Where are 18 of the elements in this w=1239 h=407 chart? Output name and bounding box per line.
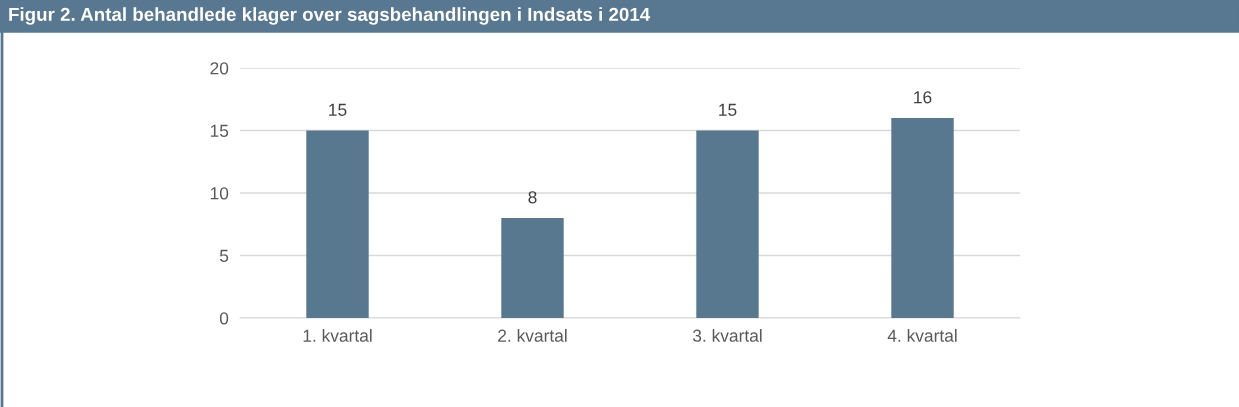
y-tick-label: 5 — [219, 249, 229, 262]
bar — [501, 218, 564, 318]
x-tick-label: 2. kvartal — [498, 329, 567, 342]
bar — [306, 130, 369, 318]
data-label: 16 — [914, 91, 932, 104]
chart-title: Figur 2. Antal behandlede klager over sagsbehandlingen i Indsats i 2014 — [9, 7, 651, 25]
data-label: 15 — [329, 103, 347, 116]
y-tick-label: 10 — [210, 187, 229, 200]
y-tick-label: 15 — [210, 124, 229, 137]
data-label: 8 — [528, 191, 537, 204]
y-tick-label: 0 — [219, 312, 229, 325]
bar — [891, 118, 954, 318]
bar — [696, 130, 759, 318]
y-tick-label: 20 — [210, 62, 229, 75]
data-label: 15 — [719, 103, 737, 116]
x-tick-label: 1. kvartal — [303, 329, 372, 342]
x-tick-label: 4. kvartal — [887, 329, 957, 342]
x-tick-label: 3. kvartal — [692, 329, 762, 342]
